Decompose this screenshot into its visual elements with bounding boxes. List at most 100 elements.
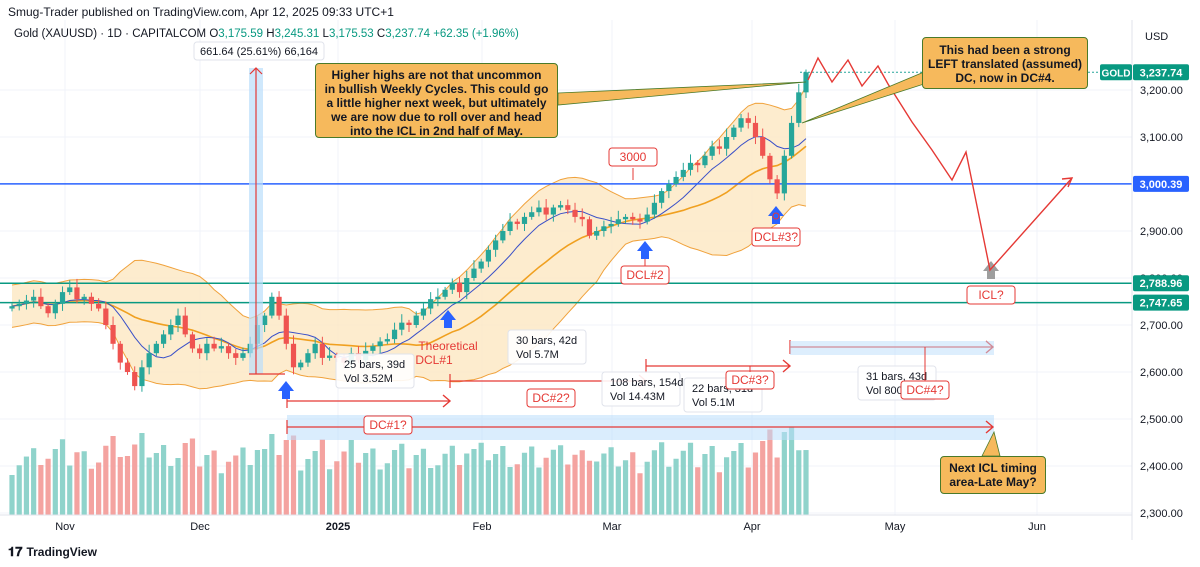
low-label: L	[322, 28, 329, 40]
candle-body	[175, 315, 181, 325]
note-higher-highs[interactable]: Higher highs are not that uncommon in bu…	[315, 63, 558, 138]
candle-body	[262, 315, 268, 325]
volume-bar	[406, 468, 412, 515]
price-badge-text: 2,788.96	[1140, 278, 1183, 290]
volume-bar	[218, 473, 224, 515]
volume-bar	[52, 449, 58, 515]
candle-body	[391, 329, 398, 340]
candle-body	[305, 353, 311, 363]
candle-body	[709, 146, 715, 156]
volume-bar	[269, 434, 275, 515]
candle-body	[110, 325, 116, 344]
dcl3-arrow	[768, 206, 784, 224]
x-tick-label: Jun	[1028, 521, 1046, 533]
x-tick-label: Nov	[55, 521, 75, 533]
volume-bar	[651, 450, 658, 515]
candle-body	[9, 306, 15, 309]
candle-body	[738, 118, 744, 128]
note1-line: a little higher next week, but ultimatel…	[326, 96, 547, 110]
candle-body	[88, 296, 94, 304]
candle-body	[471, 268, 477, 278]
volume-bar	[81, 451, 87, 515]
candle-body	[637, 219, 643, 222]
volume-bar	[9, 475, 15, 515]
note1-line: Higher highs are not that uncommon	[331, 68, 542, 82]
candle-body	[132, 372, 138, 387]
volume-bar	[760, 441, 766, 515]
range-info-vol: Vol 5.1M	[692, 397, 735, 409]
range-info-vol: Vol 14.43M	[610, 391, 665, 403]
band-fill	[12, 86, 806, 389]
candle-body	[406, 322, 412, 325]
candle-body	[630, 216, 636, 220]
volume-bar	[413, 455, 419, 515]
volume-bar	[449, 445, 455, 515]
candle-body	[521, 216, 528, 224]
volume-bar	[103, 445, 109, 515]
volume-bar	[774, 457, 780, 515]
candle-body	[745, 118, 751, 123]
tradingview-brand[interactable]: 𝟏𝟕 TradingView	[8, 544, 97, 560]
volume-bar	[153, 453, 159, 515]
volume-bar	[803, 450, 809, 515]
volume-bar	[334, 461, 340, 515]
candle-body	[449, 282, 455, 290]
note3-line: Next ICL timing	[949, 461, 1037, 475]
range-info-bars: 25 bars, 39d	[344, 359, 405, 371]
volume-bar	[543, 457, 549, 515]
volume-bar	[442, 453, 448, 515]
candle-body	[702, 155, 708, 166]
close-value: 3,237.74	[385, 28, 430, 40]
volume-bar	[319, 439, 325, 515]
candle-body	[399, 322, 405, 330]
dcl3-marker	[772, 212, 780, 220]
candle-body	[413, 315, 419, 325]
volume-bar	[370, 448, 376, 515]
candle-body	[557, 205, 564, 208]
candle-body	[514, 221, 520, 224]
candle-body	[673, 176, 679, 184]
candles	[9, 69, 809, 392]
theoretical-dcl1-label: DCL#1	[415, 353, 453, 367]
candle-body	[435, 296, 441, 300]
candle-body	[74, 287, 80, 300]
candle-body	[586, 219, 593, 236]
note-next-icl[interactable]: Next ICL timing area-Late May?	[940, 456, 1046, 494]
note-left-translated[interactable]: This had been a strong LEFT translated (…	[922, 37, 1088, 89]
candle-body	[622, 216, 629, 220]
candle-body	[601, 226, 607, 231]
candle-body	[312, 343, 318, 354]
volume-bar	[745, 467, 751, 515]
volume-bar	[673, 458, 679, 515]
high-value: 3,245.31	[274, 28, 320, 40]
brand-name: TradingView	[26, 545, 97, 559]
volume-bar	[31, 448, 37, 515]
label-dc1-box	[363, 415, 413, 435]
candle-body	[716, 146, 722, 149]
volume-bar	[767, 429, 773, 515]
note3-line: area-Late May?	[949, 475, 1037, 489]
symbol-legend[interactable]: Gold (XAUUSD) · 1D · CAPITALCOM O3,175.5…	[14, 28, 519, 40]
label-dc2-box	[526, 388, 576, 408]
volume-bar	[478, 442, 484, 515]
band-upper	[11, 86, 807, 319]
candle-body	[774, 179, 780, 194]
candle-body	[608, 223, 614, 227]
volume-bar	[168, 466, 174, 515]
candle-body	[565, 205, 571, 210]
candle-body	[456, 282, 463, 293]
volume-bars	[9, 427, 809, 515]
price-badge	[1133, 294, 1189, 311]
candle-body	[189, 334, 196, 349]
candle-body	[146, 353, 152, 368]
price-badge	[1133, 64, 1189, 81]
volume-bar	[565, 464, 571, 515]
candle-body	[16, 303, 22, 307]
candle-body	[651, 202, 658, 215]
projection-path	[807, 56, 1073, 272]
volume-bar	[485, 460, 491, 515]
label-dc3: DC#3?	[731, 373, 769, 387]
dcl1-arrow	[440, 310, 456, 328]
y-tick-label: 3,100.00	[1140, 132, 1183, 144]
